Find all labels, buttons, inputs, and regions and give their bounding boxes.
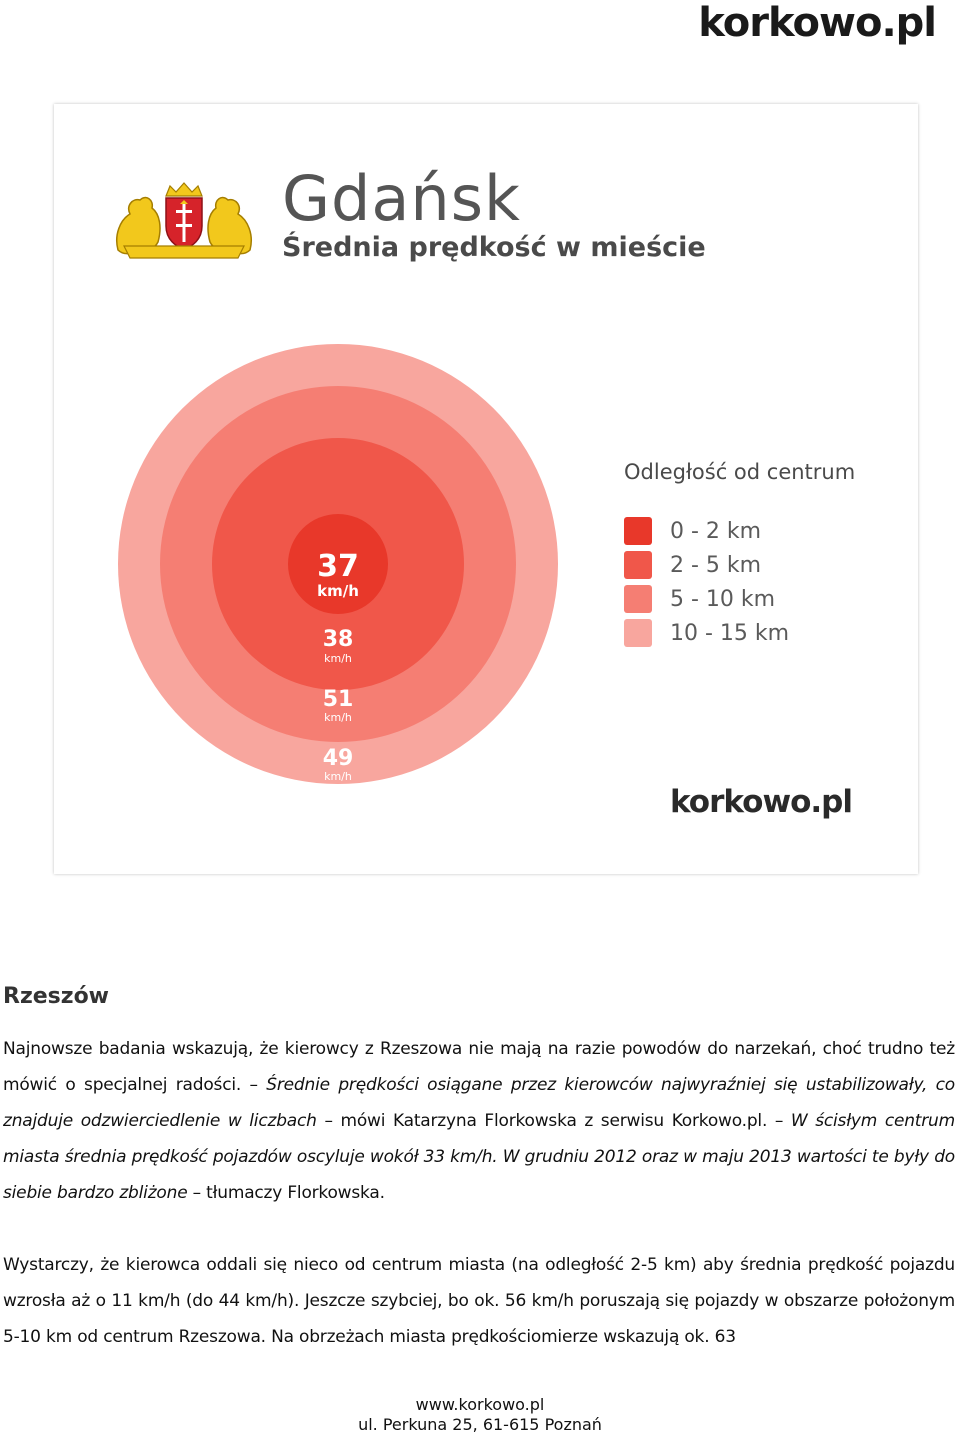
header-logo: korkowo.pl xyxy=(698,0,937,46)
speed-value-2-5km: 38 xyxy=(323,627,354,652)
legend-label: 5 - 10 km xyxy=(670,586,776,612)
legend-swatch xyxy=(624,585,652,613)
legend-item: 2 - 5 km xyxy=(624,548,904,582)
gdansk-coat-of-arms-icon xyxy=(116,182,252,259)
legend-item: 10 - 15 km xyxy=(624,616,904,650)
quote-text: Średnie prędkości osiągane przez kierowc… xyxy=(3,1075,955,1131)
legend-item: 0 - 2 km xyxy=(624,514,904,548)
quote-text: W ścisłym centrum miasta średnia prędkoś… xyxy=(3,1111,955,1203)
legend-swatch xyxy=(624,517,652,545)
article: Rzeszów Najnowsze badania wskazują, że k… xyxy=(3,984,955,1391)
speed-zones-diagram: 37 km/h 38 km/h 51 km/h 49 km/h xyxy=(118,344,558,784)
legend-label: 0 - 2 km xyxy=(670,518,762,544)
legend-swatch xyxy=(624,551,652,579)
legend-item: 5 - 10 km xyxy=(624,582,904,616)
legend-label: 10 - 15 km xyxy=(670,620,790,646)
paragraph-1-text: Najnowsze badania wskazują, że kierowcy … xyxy=(3,1039,955,1095)
speed-value-5-10km: 51 xyxy=(323,687,354,712)
paragraph-1-text: – mówi Katarzyna Florkowska z serwisu Ko… xyxy=(316,1111,791,1131)
infographic-subtitle: Średnia prędkość w mieście xyxy=(282,232,706,263)
infographic-title: Gdańsk xyxy=(282,162,521,235)
section-heading: Rzeszów xyxy=(3,984,110,1009)
legend-label: 2 - 5 km xyxy=(670,552,762,578)
zone-ring-0-2km xyxy=(288,514,388,614)
legend-title: Odległość od centrum xyxy=(624,460,856,484)
footer: www.korkowo.pl ul. Perkuna 25, 61-615 Po… xyxy=(0,1395,960,1435)
infographic-logo: korkowo.pl xyxy=(670,784,853,820)
legend-swatch xyxy=(624,619,652,647)
paragraph-1: Najnowsze badania wskazują, że kierowcy … xyxy=(3,1031,955,1211)
footer-address: ul. Perkuna 25, 61-615 Poznań xyxy=(358,1415,602,1434)
footer-url: www.korkowo.pl xyxy=(415,1395,545,1414)
speed-value-10-15km: 49 xyxy=(323,746,354,771)
speed-unit-2-5km: km/h xyxy=(324,652,352,665)
speed-unit-10-15km: km/h xyxy=(324,770,352,783)
paragraph-1-text: – tłumaczy Florkowska. xyxy=(187,1183,385,1203)
speed-value-0-2km: 37 xyxy=(317,549,359,584)
legend: Odległość od centrum 0 - 2 km 2 - 5 km 5… xyxy=(624,460,904,650)
speed-unit-5-10km: km/h xyxy=(324,711,352,724)
speed-unit-0-2km: km/h xyxy=(317,582,359,600)
paragraph-2: Wystarczy, że kierowca oddali się nieco … xyxy=(3,1255,955,1347)
infographic: Gdańsk Średnia prędkość w mieście 37 km/… xyxy=(54,104,918,874)
